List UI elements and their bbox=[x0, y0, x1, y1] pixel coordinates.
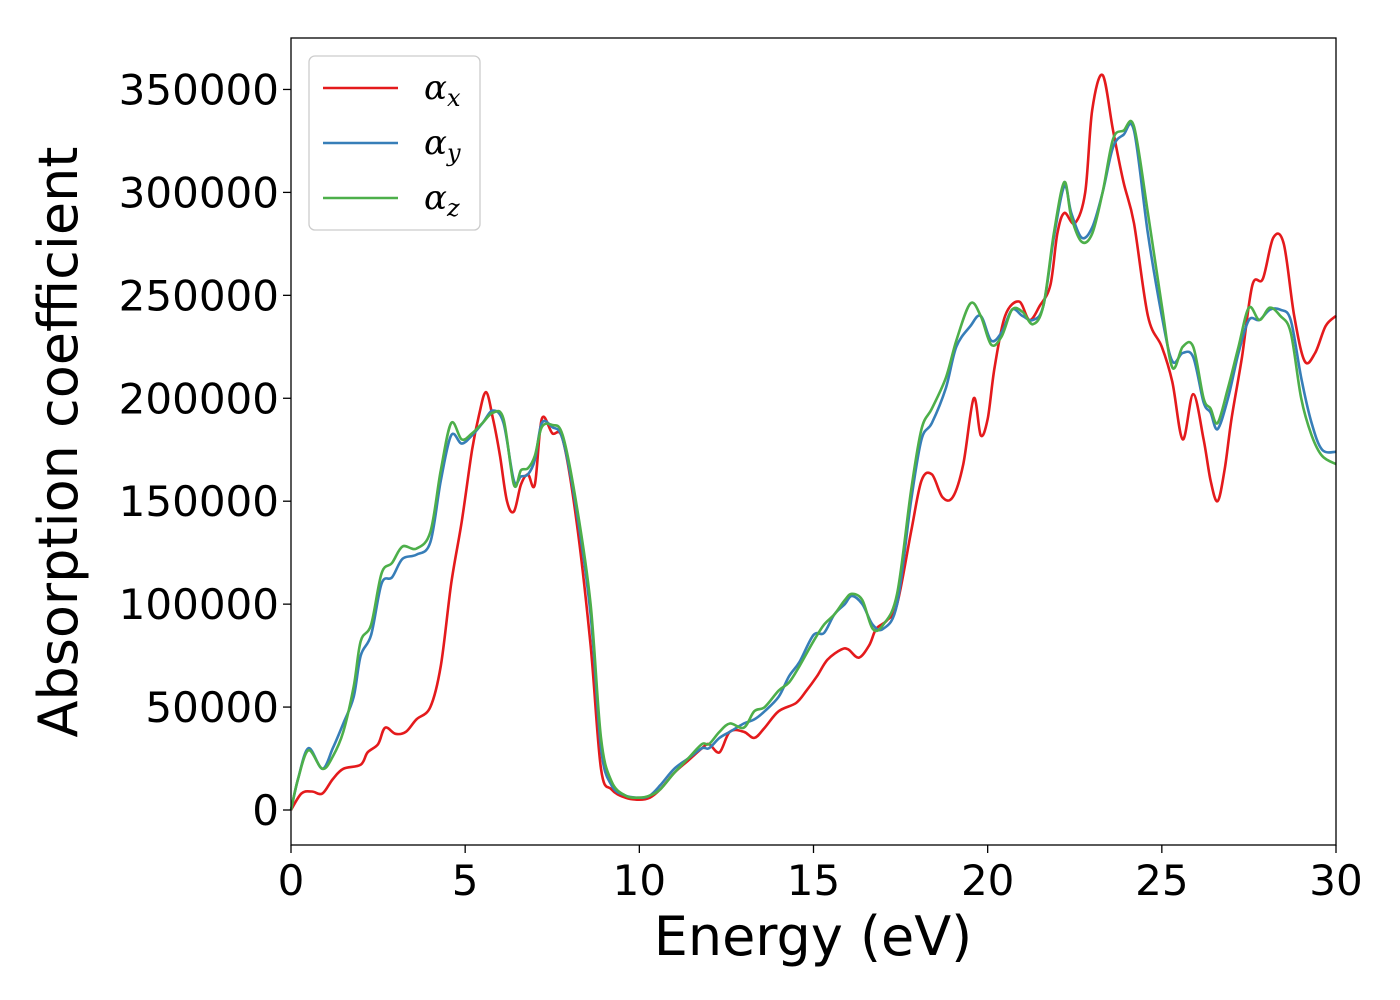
x-tick-label: 30 bbox=[1309, 856, 1362, 905]
y-axis-ticks: 0 50000 100000 150000 200000 250000 300000 3500… bbox=[119, 65, 291, 835]
y-tick-label: 50000 bbox=[145, 683, 279, 732]
x-tick-label: 15 bbox=[787, 856, 840, 905]
y-tick-label: 200000 bbox=[119, 374, 279, 423]
y-tick-label: 0 bbox=[252, 786, 279, 835]
y-tick-label: 150000 bbox=[119, 477, 279, 526]
y-tick-label: 100000 bbox=[119, 580, 279, 629]
y-tick-label: 300000 bbox=[119, 168, 279, 217]
y-tick-label: 350000 bbox=[119, 65, 279, 114]
y-tick-label: 250000 bbox=[119, 271, 279, 320]
x-tick-label: 5 bbox=[452, 856, 479, 905]
x-tick-label: 10 bbox=[613, 856, 666, 905]
series-layer bbox=[289, 73, 1337, 811]
x-tick-label: 25 bbox=[1135, 856, 1188, 905]
x-axis-ticks: 0 5 10 15 20 25 30 bbox=[278, 845, 1363, 905]
series-line-z bbox=[289, 119, 1337, 811]
series-line-x bbox=[289, 73, 1337, 811]
x-axis-label: Energy (eV) bbox=[654, 905, 973, 968]
x-tick-label: 0 bbox=[278, 856, 305, 905]
x-tick-label: 20 bbox=[961, 856, 1014, 905]
y-axis-label: Absorption coefficient bbox=[27, 147, 90, 738]
